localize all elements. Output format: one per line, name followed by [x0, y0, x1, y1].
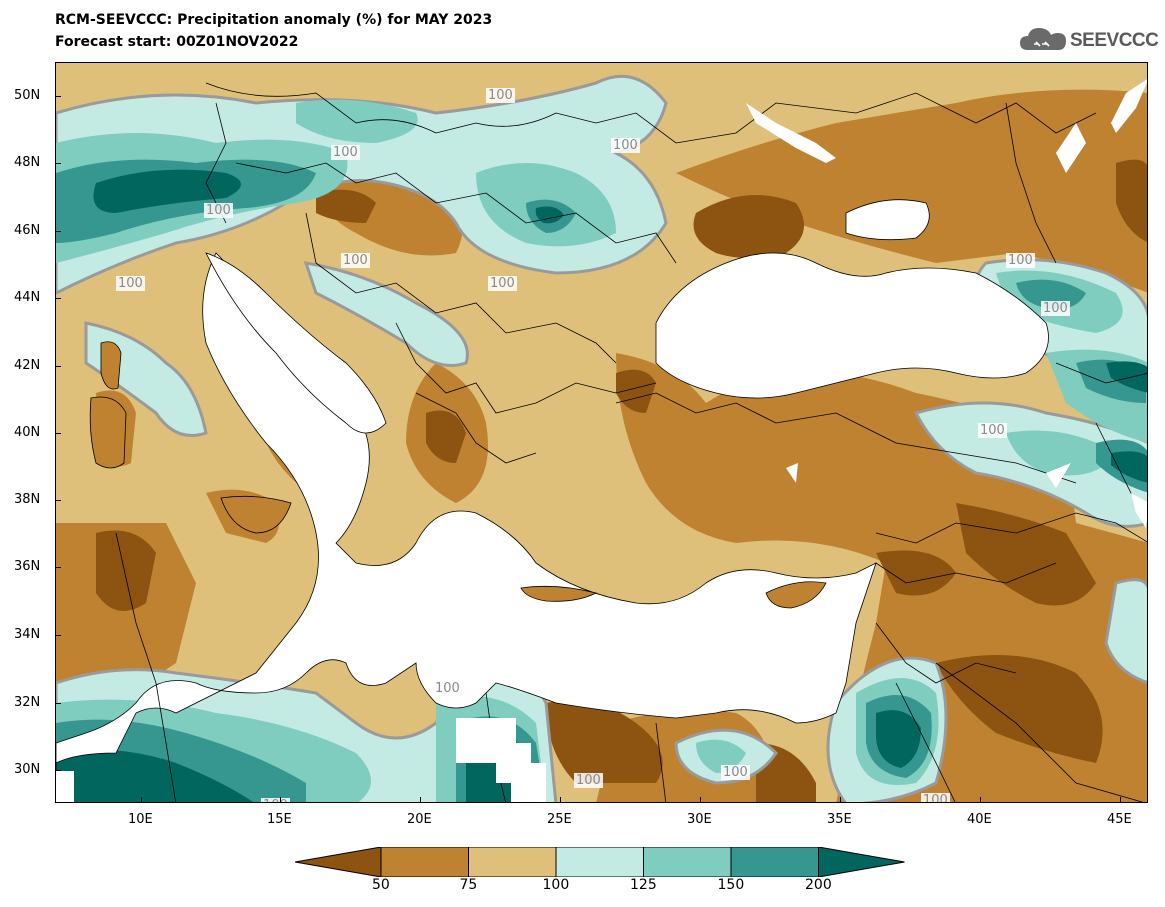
latitude-label: 30N: [14, 762, 41, 777]
band-below-50: [96, 159, 1147, 802]
latitude-label: 48N: [14, 155, 41, 170]
contour-label: 100: [331, 145, 360, 160]
longitude-label: 15E: [267, 812, 292, 827]
longitude-label: 35E: [827, 812, 852, 827]
colorbar-segment: [380, 847, 469, 877]
latitude-tick: [55, 770, 61, 771]
contour-label: 100: [1041, 301, 1070, 316]
latitude-tick: [55, 703, 61, 704]
sea-of-azov: [845, 199, 930, 241]
latitude-label: 36N: [14, 559, 41, 574]
seevccc-logo: SEEVCCC: [1018, 22, 1159, 58]
latitude-tick: [55, 635, 61, 636]
latitude-label: 40N: [14, 425, 41, 440]
longitude-label: 10E: [128, 812, 153, 827]
longitude-tick: [1120, 797, 1121, 803]
latitude-tick: [55, 298, 61, 299]
latitude-label: 44N: [14, 290, 41, 305]
country-borders: [115, 82, 1147, 802]
contour-label: 100: [341, 253, 370, 268]
sea-areas: [56, 199, 1049, 802]
contour-label: 100: [116, 276, 145, 291]
colorbar-segment: [468, 847, 557, 877]
latitude-tick: [55, 433, 61, 434]
latitude-tick: [55, 96, 61, 97]
latitude-label: 46N: [14, 223, 41, 238]
longitude-label: 40E: [967, 812, 992, 827]
adriatic-sea: [205, 252, 387, 434]
logo-text: SEEVCCC: [1070, 30, 1159, 51]
longitude-tick: [420, 797, 421, 803]
latitude-label: 50N: [14, 88, 41, 103]
contour-label: 100: [488, 276, 517, 291]
longitude-tick: [980, 797, 981, 803]
longitude-tick: [700, 797, 701, 803]
colorbar-label: 50: [372, 877, 390, 893]
colorbar: [295, 847, 905, 877]
longitude-tick: [280, 797, 281, 803]
map-panel[interactable]: 100 100 100 100 100 100 100 100 100 100 100 100 100 1…: [55, 62, 1148, 803]
longitude-label: 20E: [407, 812, 432, 827]
contour-label: 100: [433, 681, 462, 696]
colorbar-label: 150: [717, 877, 745, 893]
corsica: [100, 341, 122, 390]
contour-label: 100: [261, 798, 290, 802]
contour-label: 100: [721, 765, 750, 780]
colorbar-label: 200: [805, 877, 832, 893]
contour-label: 100: [978, 423, 1007, 438]
sardinia: [89, 396, 127, 469]
latitude-label: 34N: [14, 627, 41, 642]
forecast-start-label: Forecast start: 00Z01NOV2022: [55, 34, 299, 50]
colorbar-segment: [555, 847, 644, 877]
contour-label: 100: [921, 793, 950, 802]
longitude-label: 45E: [1107, 812, 1132, 827]
colorbar-arrow-low: [295, 847, 382, 877]
longitude-tick: [840, 797, 841, 803]
no-data-patches: [56, 79, 1147, 802]
longitude-label: 30E: [687, 812, 712, 827]
cloud-icon: [1020, 28, 1066, 50]
colorbar-label: 100: [542, 877, 570, 893]
colorbar-label: 75: [459, 877, 478, 893]
black-sea: [655, 252, 1049, 399]
latitude-tick: [55, 366, 61, 367]
contour-label: 100: [1006, 253, 1035, 268]
longitude-tick: [141, 797, 142, 803]
longitude-tick: [560, 797, 561, 803]
colorbar-label: 125: [630, 877, 657, 893]
latitude-label: 38N: [14, 492, 41, 507]
colorbar-segments: [295, 847, 905, 877]
latitude-tick: [55, 231, 61, 232]
latitude-tick: [55, 567, 61, 568]
latitude-label: 32N: [14, 695, 41, 710]
latitude-label: 42N: [14, 358, 41, 373]
crete: [520, 585, 598, 602]
longitude-label: 25E: [547, 812, 572, 827]
cyprus: [765, 581, 827, 609]
colorbar-segment: [730, 847, 819, 877]
colorbar-arrow-high: [818, 847, 905, 877]
contour-label: 100: [204, 203, 233, 218]
islands: [89, 341, 827, 609]
latitude-tick: [55, 500, 61, 501]
latitude-tick: [55, 163, 61, 164]
colorbar-segment: [643, 847, 732, 877]
map-title: RCM-SEEVCCC: Precipitation anomaly (%) f…: [55, 12, 493, 28]
contour-label: 100: [611, 138, 640, 153]
contour-label: 100: [574, 773, 603, 788]
sicily: [220, 495, 292, 534]
contour-label: 100: [486, 88, 515, 103]
